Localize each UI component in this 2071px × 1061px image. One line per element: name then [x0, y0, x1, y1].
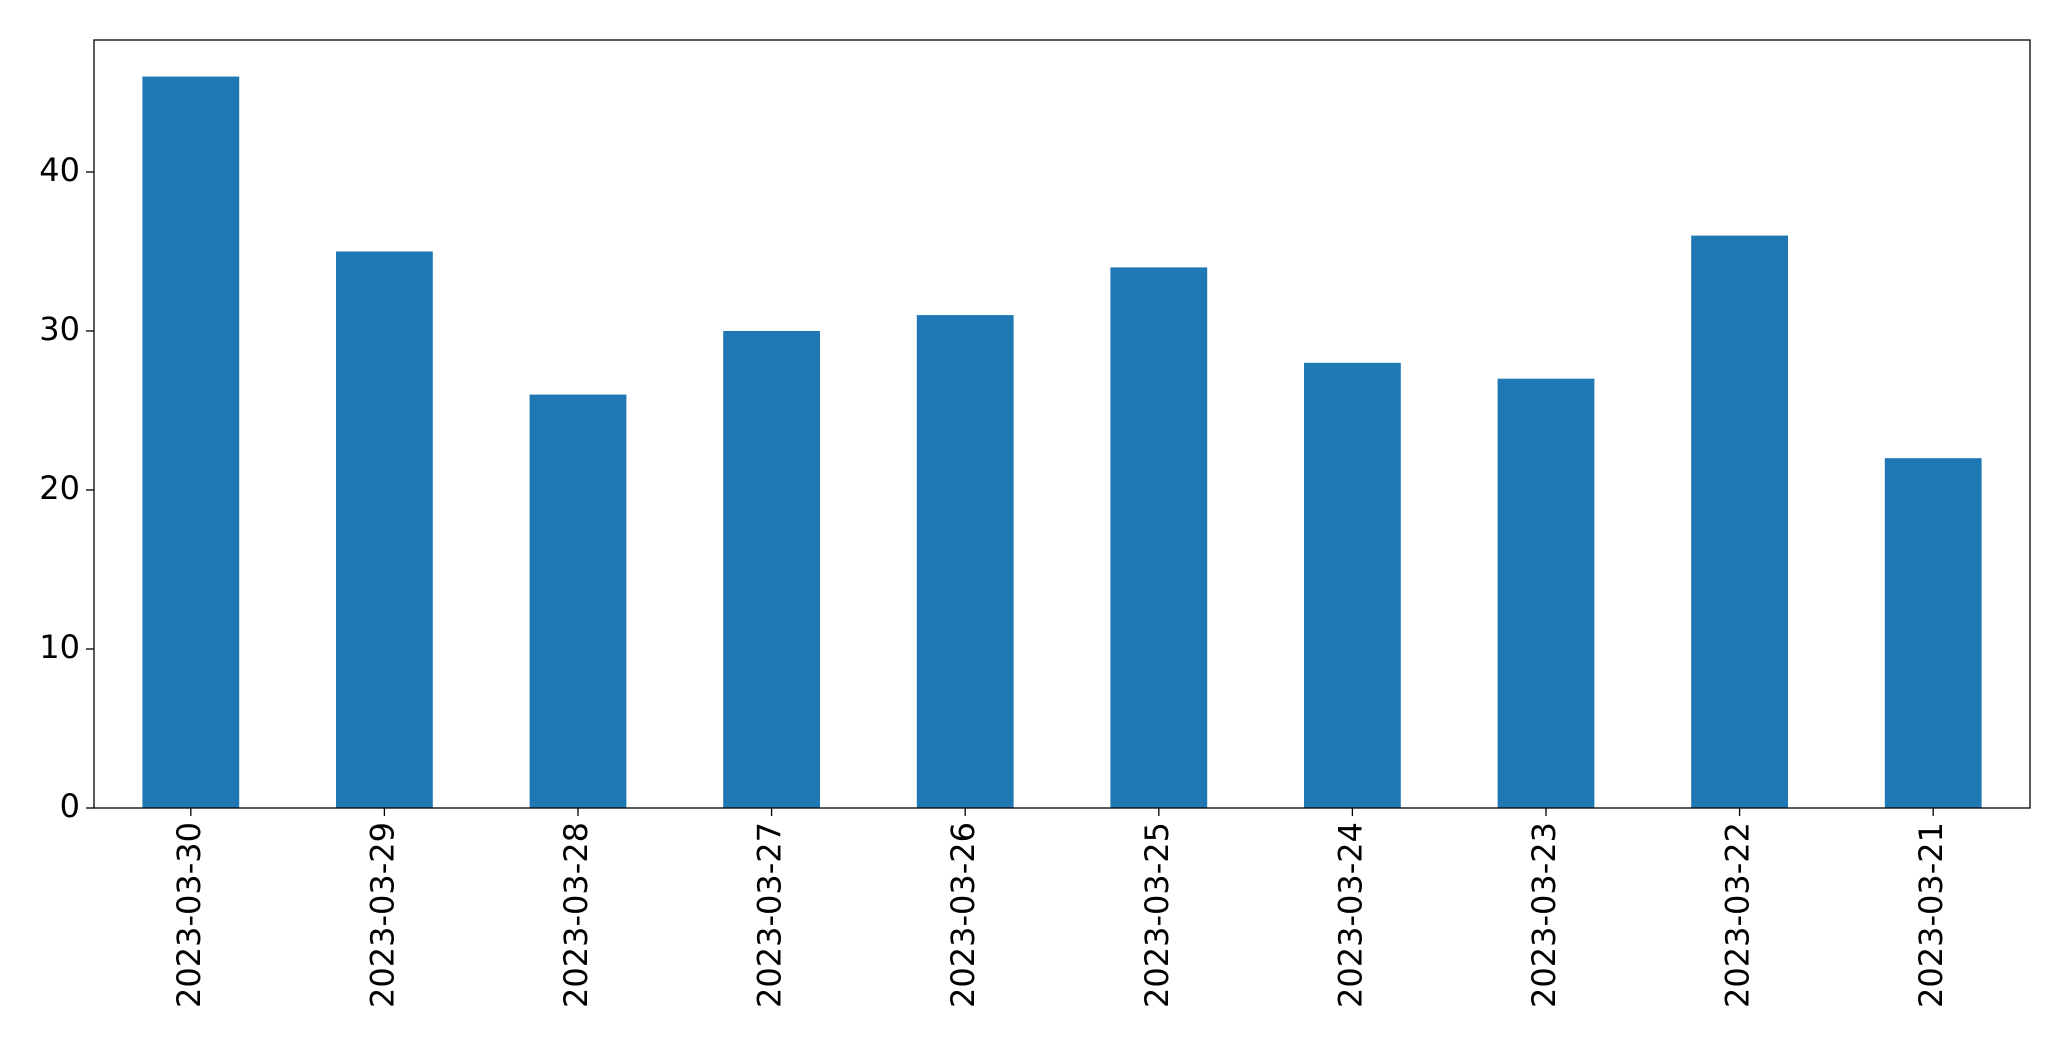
bar — [529, 394, 627, 808]
x-tick-label: 2023-03-25 — [1138, 822, 1176, 1008]
x-tick-label: 2023-03-22 — [1719, 822, 1757, 1008]
bar — [1497, 378, 1595, 808]
y-tick-label: 0 — [60, 787, 80, 825]
bar — [723, 330, 820, 808]
x-tick-label: 2023-03-29 — [363, 822, 401, 1008]
bar — [142, 76, 240, 809]
x-tick-label: 2023-03-26 — [944, 822, 982, 1008]
y-tick-label: 40 — [39, 151, 80, 189]
bar — [336, 251, 433, 808]
x-tick-label: 2023-03-27 — [751, 822, 789, 1008]
bar — [916, 315, 1014, 808]
bar — [1304, 362, 1401, 808]
x-tick-label: 2023-03-23 — [1525, 822, 1563, 1008]
y-tick-label: 30 — [39, 310, 80, 348]
bar — [1691, 235, 1788, 808]
y-tick-label: 20 — [39, 469, 80, 507]
x-tick-label: 2023-03-21 — [1912, 822, 1950, 1008]
y-tick-label: 10 — [39, 628, 80, 666]
x-tick-label: 2023-03-24 — [1331, 822, 1369, 1008]
plot-frame — [93, 39, 2031, 809]
x-tick-label: 2023-03-28 — [557, 822, 595, 1008]
x-tick-label: 2023-03-30 — [170, 822, 208, 1008]
bar — [1110, 267, 1208, 808]
bar — [1884, 458, 1982, 808]
